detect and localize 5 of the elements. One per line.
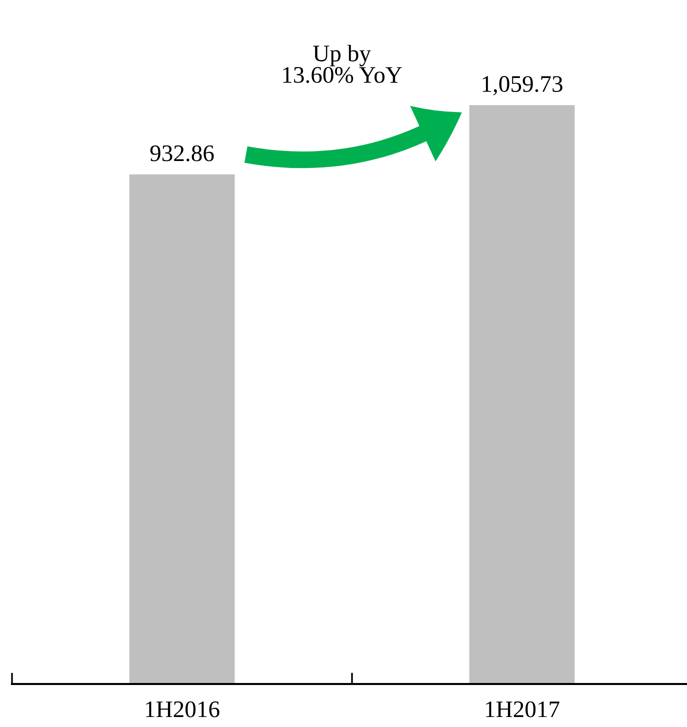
data-label: 1,059.73	[482, 76, 562, 96]
x-tick-label: 1H2017	[486, 701, 560, 718]
text: Up by 13.60% YoY	[283, 44, 402, 84]
data-label: 932.86	[150, 145, 214, 162]
x-tick-label: 1H2016	[146, 701, 220, 718]
